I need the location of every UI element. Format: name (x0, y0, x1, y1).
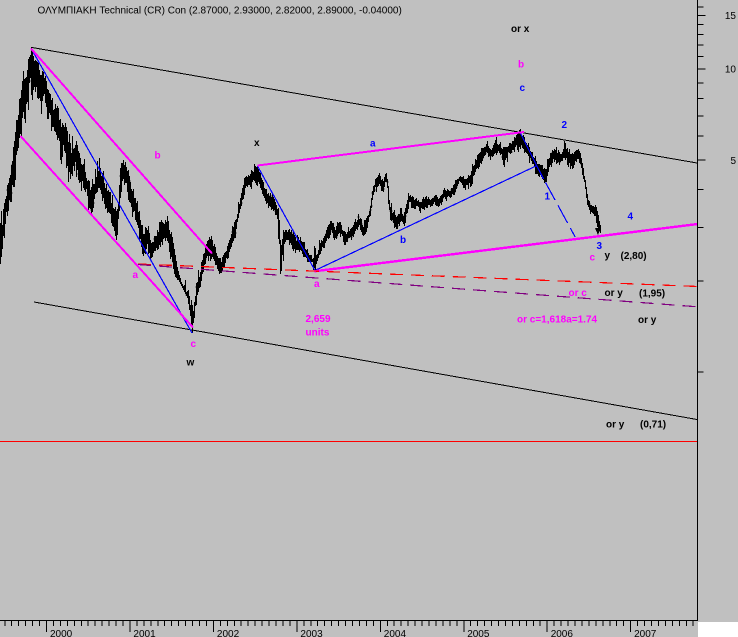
svg-text:b: b (155, 151, 161, 162)
svg-text:x: x (254, 138, 260, 149)
svg-text:or c: or c (569, 288, 588, 299)
svg-text:y: y (605, 251, 611, 262)
svg-text:c: c (520, 83, 526, 94)
svg-text:(1,95): (1,95) (639, 289, 665, 300)
svg-text:b: b (518, 60, 524, 71)
svg-text:or c=1,618a=1.74: or c=1,618a=1.74 (517, 315, 598, 326)
svg-text:2002: 2002 (217, 629, 240, 637)
svg-text:2005: 2005 (467, 629, 490, 637)
svg-text:2001: 2001 (133, 629, 156, 637)
svg-text:(0,71): (0,71) (640, 420, 666, 431)
svg-text:or x: or x (511, 24, 530, 35)
svg-text:2006: 2006 (551, 629, 574, 637)
svg-text:w: w (186, 358, 195, 369)
svg-text:units: units (306, 328, 330, 339)
svg-text:c: c (590, 253, 596, 264)
svg-text:or y: or y (638, 315, 657, 326)
svg-text:15: 15 (725, 11, 737, 22)
svg-text:1: 1 (545, 192, 551, 203)
svg-text:2003: 2003 (300, 629, 323, 637)
svg-text:3: 3 (597, 241, 603, 252)
svg-text:ΟΛΥΜΠΙΑΚΗ Technical (CR) Con (: ΟΛΥΜΠΙΑΚΗ Technical (CR) Con (2.87000, 2… (38, 6, 402, 17)
svg-text:2000: 2000 (50, 629, 73, 637)
svg-text:2007: 2007 (634, 629, 657, 637)
svg-text:10: 10 (725, 65, 737, 76)
svg-text:b: b (400, 235, 406, 246)
svg-text:or y: or y (606, 420, 625, 431)
svg-text:or y: or y (605, 288, 624, 299)
svg-text:(2,80): (2,80) (621, 251, 647, 262)
svg-text:4: 4 (628, 212, 634, 223)
svg-text:c: c (191, 339, 197, 350)
svg-text:a: a (314, 279, 320, 290)
svg-text:2: 2 (562, 120, 568, 131)
svg-text:a: a (133, 270, 139, 281)
svg-text:2,659: 2,659 (306, 314, 331, 325)
svg-text:a: a (370, 139, 376, 150)
svg-text:2004: 2004 (384, 629, 407, 637)
svg-text:5: 5 (730, 156, 736, 167)
